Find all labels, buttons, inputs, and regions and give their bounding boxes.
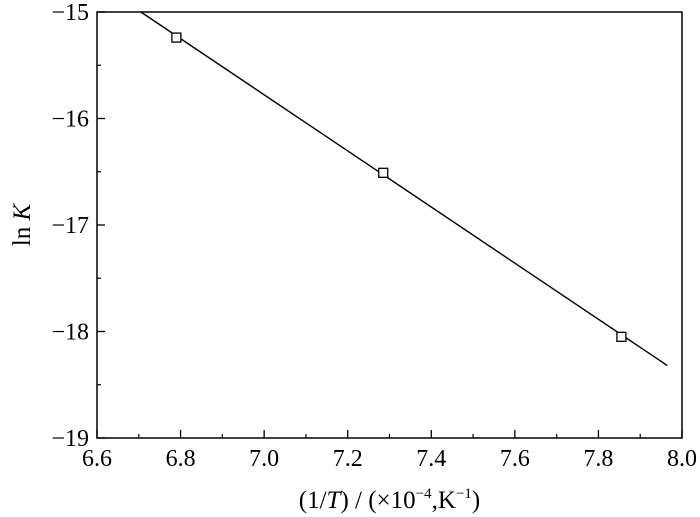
- x-tick-label: 6.6: [82, 446, 112, 472]
- fit-line-group: [140, 11, 668, 367]
- x-tick-label: 7.0: [249, 446, 279, 472]
- fit-line: [140, 11, 668, 367]
- data-point: [171, 32, 182, 43]
- y-tick-label: −16: [51, 107, 89, 133]
- x-tick-label: 7.8: [583, 446, 613, 472]
- tick-labels: 6.6 6.8 7.0 7.2 7.4 7.6 7.8 8.0 −19 −18 −17 −16 −15: [51, 0, 697, 472]
- x-tick-label: 7.2: [333, 446, 363, 472]
- y-tick-label: −19: [51, 426, 89, 452]
- x-tick-label: 7.4: [416, 446, 446, 472]
- data-point: [378, 167, 389, 178]
- plot-frame: [96, 11, 683, 439]
- x-tick-label: 7.6: [500, 446, 530, 472]
- x-axis-label: (1/T) / (×10−4,K−1): [299, 486, 480, 514]
- x-tick-label: 6.8: [166, 446, 196, 472]
- x-tick-label: 8.0: [667, 446, 697, 472]
- y-tick-label: −15: [51, 0, 89, 26]
- y-axis-label: ln K: [9, 202, 36, 246]
- data-points: [171, 32, 627, 342]
- axis-ticks: [96, 11, 683, 439]
- data-point: [616, 331, 627, 342]
- y-tick-label: −17: [51, 213, 89, 239]
- y-tick-label: −18: [51, 320, 89, 346]
